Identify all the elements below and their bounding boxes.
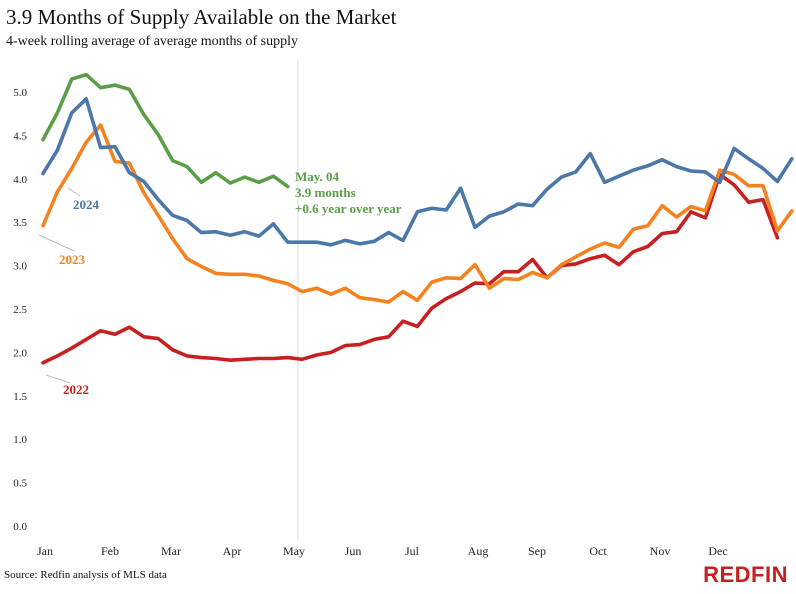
series-lines: [41, 72, 794, 365]
x-tick-label: Oct: [589, 544, 607, 558]
x-tick-label: Jul: [405, 544, 420, 558]
x-tick-label: Jan: [37, 544, 53, 558]
latest-value-annotation: May. 043.9 months+0.6 year over year: [295, 169, 402, 216]
x-tick-label: Mar: [161, 544, 181, 558]
y-tick-label: 2.0: [13, 347, 27, 359]
x-tick-label: Feb: [101, 544, 119, 558]
annotation-line: May. 04: [295, 169, 340, 184]
series-label-leader: [67, 187, 81, 197]
y-tick-label: 3.0: [13, 261, 27, 273]
chart-title: 3.9 Months of Supply Available on the Ma…: [6, 5, 397, 29]
y-tick-label: 4.0: [13, 174, 27, 186]
y-tick-label: 1.5: [13, 391, 27, 403]
y-tick-label: 0.0: [13, 521, 27, 533]
chart-subtitle: 4-week rolling average of average months…: [6, 34, 298, 49]
y-tick-label: 0.5: [13, 478, 27, 490]
x-tick-label: Aug: [468, 544, 489, 558]
y-tick-label: 3.5: [13, 217, 27, 229]
redfin-logo: REDFIN: [703, 562, 788, 587]
series-line-2023: [41, 123, 794, 304]
series-line-2022: [41, 172, 780, 365]
x-tick-label: Jun: [345, 544, 362, 558]
series-label: 2024: [73, 197, 100, 212]
series-label-leader: [38, 234, 75, 252]
y-tick-label: 4.5: [13, 130, 27, 142]
x-tick-label: May: [283, 544, 305, 558]
x-tick-label: Nov: [650, 544, 671, 558]
x-axis-ticks: Jan Feb Mar Apr May Jun Jul Aug Sep Oct Nov Dec: [37, 544, 728, 558]
annotation-line: +0.6 year over year: [295, 201, 402, 216]
x-tick-label: Apr: [223, 544, 242, 558]
y-axis-ticks: 0.0 0.5 1.0 1.5 2.0 2.5 3.0 3.5 4.0 4.5 5.0: [13, 87, 27, 533]
y-tick-label: 5.0: [13, 87, 27, 99]
source-note: Source: Redfin analysis of MLS data: [4, 569, 167, 581]
x-tick-label: Dec: [708, 544, 727, 558]
y-tick-label: 2.5: [13, 304, 27, 316]
annotation-line: 3.9 months: [295, 185, 356, 200]
x-tick-label: Sep: [528, 544, 546, 558]
series-label: 2023: [59, 252, 86, 267]
series-label-leader: [45, 374, 71, 384]
series-line-current: [41, 72, 290, 189]
series-labels: 2022 2023 2024: [38, 187, 100, 397]
y-tick-label: 1.0: [13, 434, 27, 446]
series-label: 2022: [63, 382, 89, 397]
series-line-2024: [41, 97, 794, 247]
